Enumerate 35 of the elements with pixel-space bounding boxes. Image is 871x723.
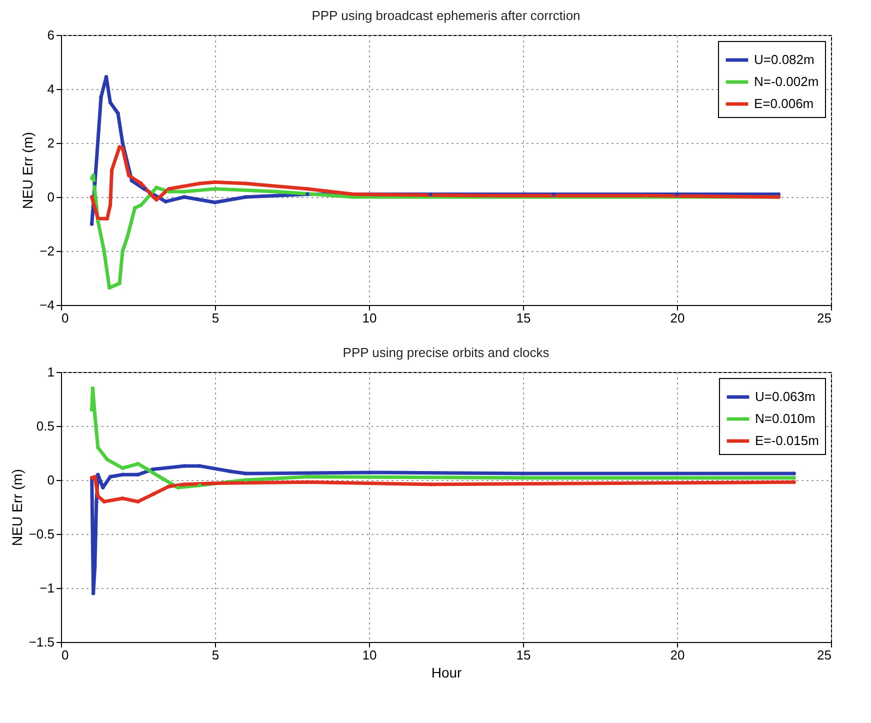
x-tick-label: 25: [817, 310, 832, 326]
x-tick-label: 15: [516, 648, 531, 662]
chart-title: PPP using broadcast ephemeris after corrction: [312, 8, 580, 23]
x-tick-label: 15: [516, 310, 531, 326]
x-tick-label: 0: [62, 310, 69, 326]
x-tick-label: 20: [670, 648, 685, 662]
chart-title: PPP using precise orbits and clocks: [342, 345, 550, 360]
legend-label: U=0.063m: [755, 389, 816, 404]
x-tick-label: 5: [212, 648, 220, 662]
y-tick-label: −4: [40, 298, 54, 312]
y-axis-title: NEU Err (m): [8, 469, 25, 546]
x-tick-label: 20: [670, 310, 685, 326]
legend-label: E=-0.015m: [755, 433, 819, 448]
y-tick-label: 1: [47, 364, 54, 380]
y-tick-label: 4: [47, 82, 54, 96]
y-tick-label: 2: [47, 136, 54, 150]
x-tick-label: 10: [362, 310, 377, 326]
y-tick-label: 0: [47, 472, 54, 488]
y-tick-label: −2: [40, 244, 54, 258]
legend-label: N=-0.002m: [754, 74, 819, 89]
x-tick-label: 5: [212, 310, 220, 326]
y-tick-label: −0.5: [28, 526, 54, 542]
y-tick-label: −1: [40, 580, 54, 596]
x-tick-label: 25: [817, 648, 832, 662]
y-tick-label: 6: [47, 28, 54, 42]
x-axis-title: Hour: [431, 664, 462, 680]
legend-label: E=0.006m: [754, 96, 814, 111]
y-axis-title: NEU Err (m): [20, 132, 36, 209]
y-tick-label: −1.5: [28, 634, 54, 650]
x-tick-label: 0: [62, 648, 69, 662]
legend-label: N=0.010m: [755, 411, 816, 426]
x-tick-label: 10: [362, 648, 377, 662]
y-tick-label: 0.5: [36, 418, 54, 434]
y-tick-label: 0: [47, 190, 54, 204]
legend-label: U=0.082m: [754, 52, 814, 67]
